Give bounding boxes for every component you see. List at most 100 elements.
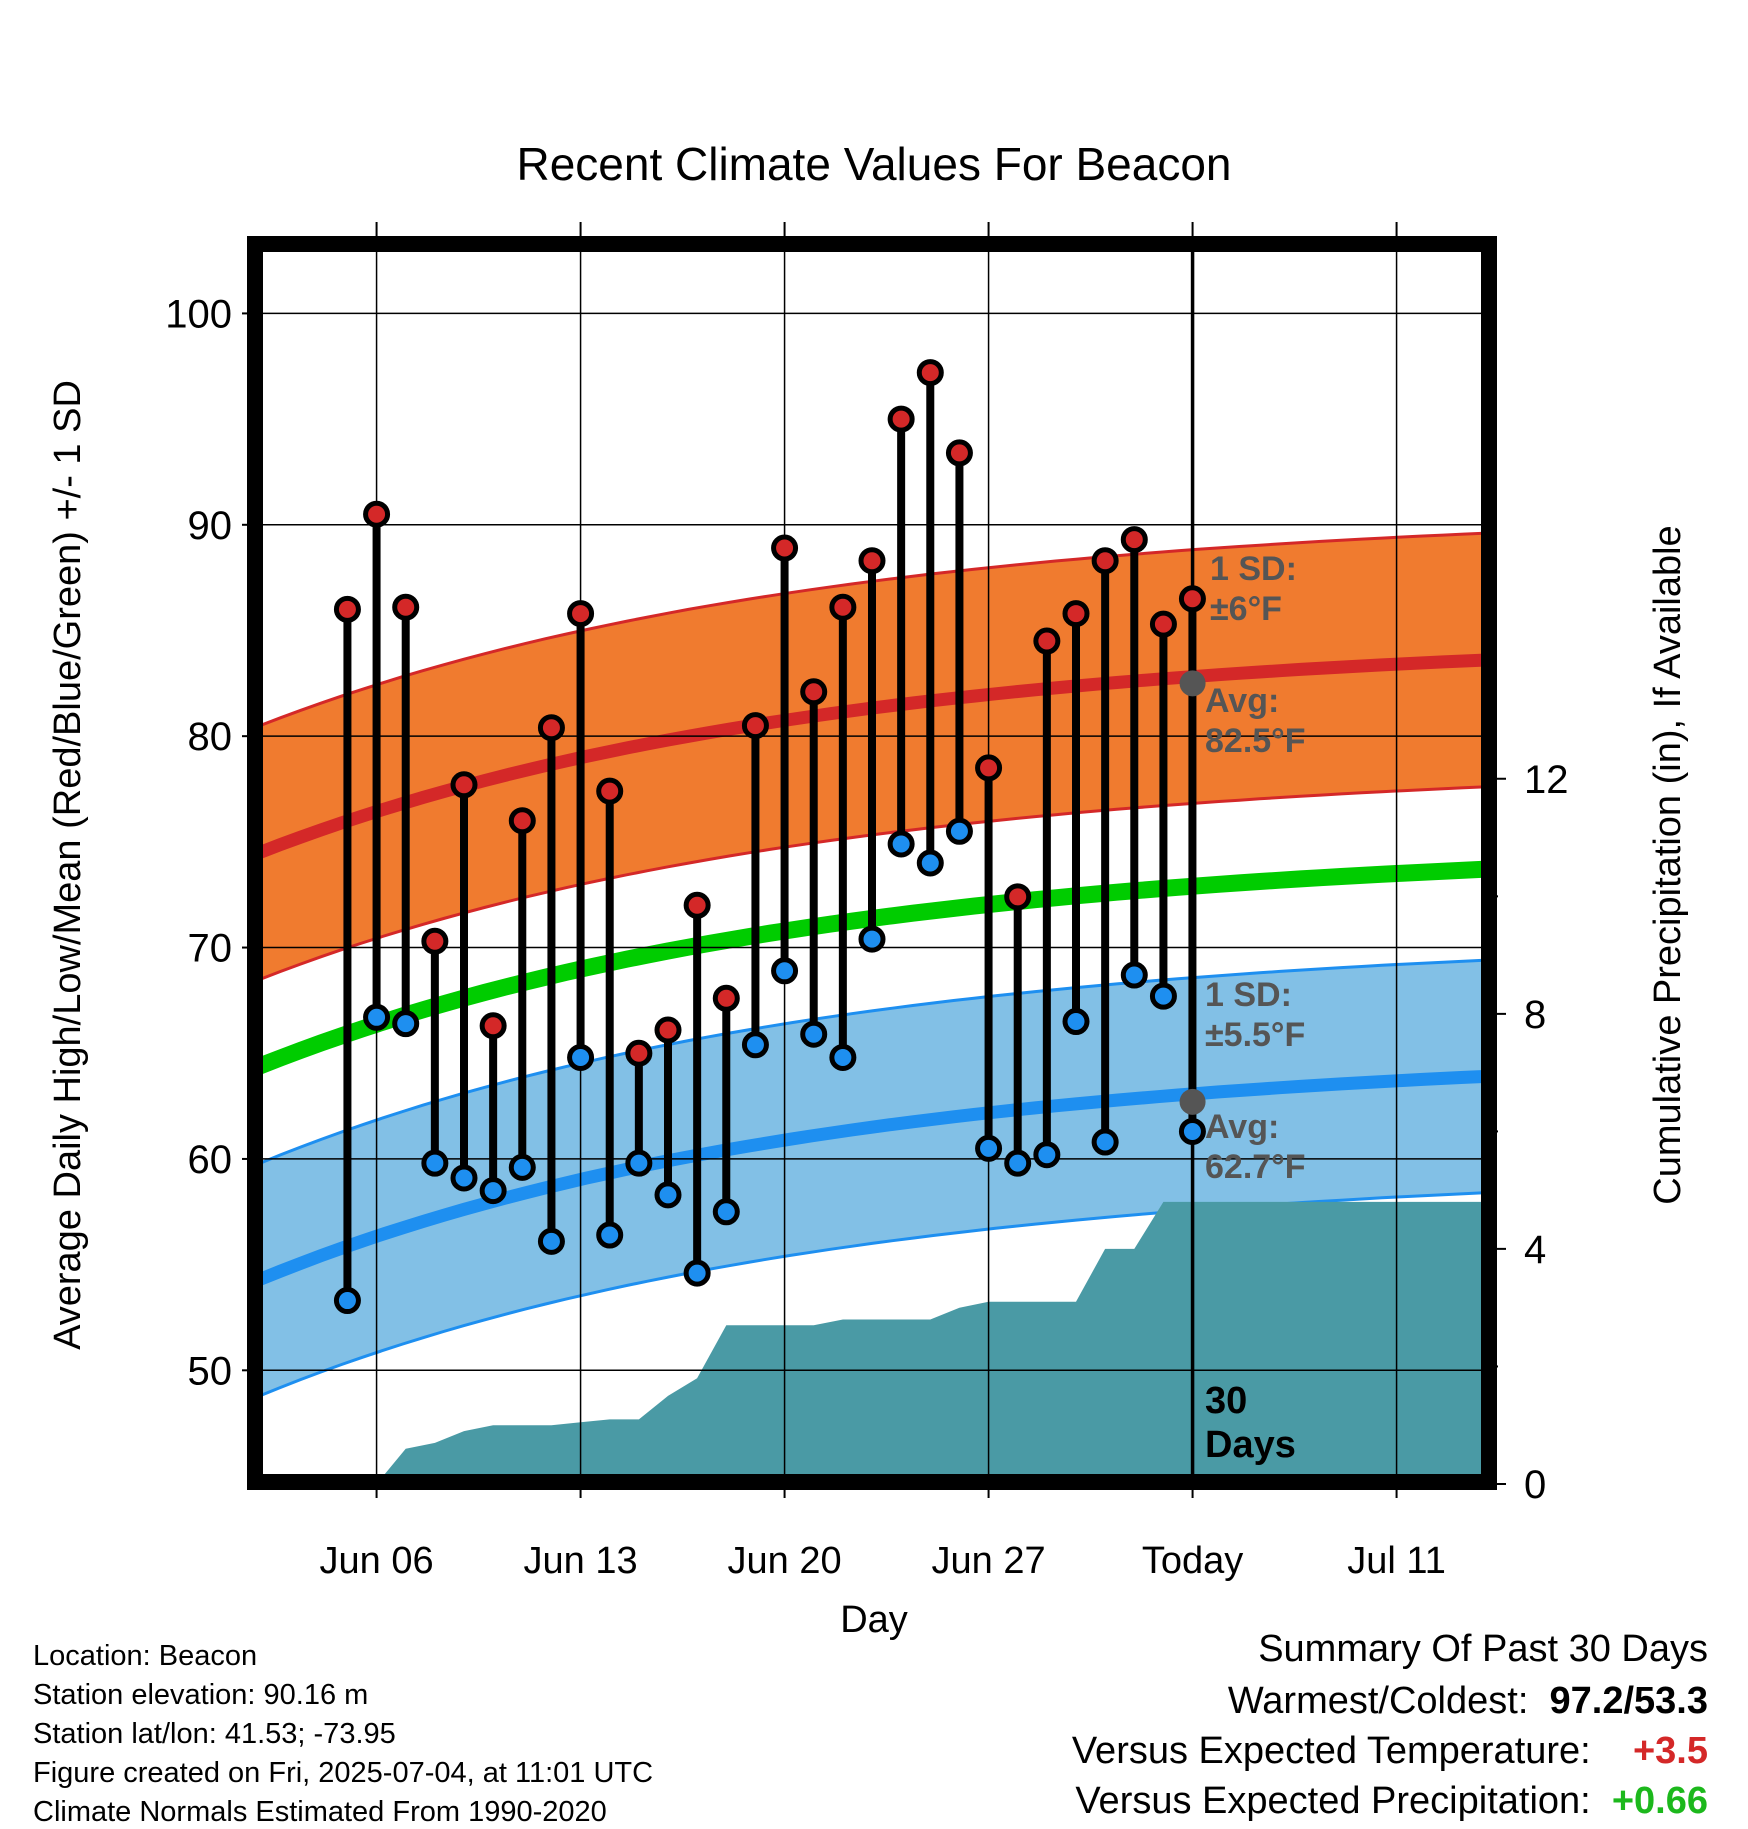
- x-tick-label: Jun 13: [524, 1540, 638, 1582]
- daily-low-point: [479, 1177, 507, 1205]
- daily-high-point: [741, 712, 769, 740]
- daily-high-point: [596, 777, 624, 805]
- daily-low-point: [771, 957, 799, 985]
- x-tick-label: Jun 06: [320, 1540, 434, 1582]
- precip-anomaly-value: +0.66: [1611, 1780, 1708, 1822]
- chart-title: Recent Climate Values For Beacon: [516, 138, 1231, 190]
- daily-low-point: [1033, 1141, 1061, 1169]
- summary-warm-cold: Warmest/Coldest: 97.2/53.3: [1228, 1680, 1708, 1723]
- low-avg-label: Avg:: [1205, 1108, 1279, 1146]
- summary-title: Summary Of Past 30 Days: [1258, 1628, 1708, 1670]
- daily-low-point: [654, 1181, 682, 1209]
- low-sd-label: 1 SD:: [1205, 976, 1292, 1014]
- daily-low-point: [829, 1043, 857, 1071]
- high-sd-value: ±6°F: [1210, 590, 1282, 628]
- daily-low-point: [887, 830, 915, 858]
- daily-low-point: [916, 849, 944, 877]
- daily-low-point: [741, 1031, 769, 1059]
- daily-high-point: [771, 534, 799, 562]
- temp-anomaly-value: +3.5: [1632, 1730, 1708, 1772]
- daily-low-point: [625, 1149, 653, 1177]
- y-tick-label: 60: [188, 1138, 233, 1182]
- window-unit: Days: [1205, 1424, 1296, 1466]
- temp-anomaly-label: Versus Expected Temperature:: [1071, 1730, 1591, 1772]
- daily-high-point: [1062, 600, 1090, 628]
- daily-high-point: [1033, 627, 1061, 655]
- daily-high-point: [654, 1016, 682, 1044]
- daily-high-point: [1149, 610, 1177, 638]
- daily-high-point: [508, 807, 536, 835]
- plot-frame: [247, 236, 1497, 1490]
- daily-high-point: [858, 547, 886, 575]
- daily-low-point: [363, 1003, 391, 1031]
- today-high-avg-marker: [1179, 670, 1206, 697]
- daily-low-point: [683, 1259, 711, 1287]
- low-avg-value: 62.7°F: [1205, 1148, 1306, 1186]
- warm-cold-value: 97.2/53.3: [1549, 1680, 1708, 1722]
- summary-precip: Versus Expected Precipitation: +0.66: [1075, 1780, 1708, 1823]
- daily-low-point: [596, 1221, 624, 1249]
- daily-high-point: [829, 593, 857, 621]
- window-count: 30: [1205, 1380, 1247, 1422]
- daily-high-point: [479, 1012, 507, 1040]
- y-tick-label: 90: [188, 504, 233, 548]
- daily-low-point: [333, 1287, 361, 1315]
- daily-high-point: [916, 359, 944, 387]
- daily-low-point: [1062, 1008, 1090, 1036]
- daily-high-point: [887, 405, 915, 433]
- daily-high-point: [683, 891, 711, 919]
- footer-created: Figure created on Fri, 2025-07-04, at 11…: [33, 1757, 654, 1789]
- normal-low-band: [260, 960, 1484, 1396]
- today-low-avg-marker: [1179, 1088, 1206, 1115]
- y-axis-label: Average Daily High/Low/Mean (Red/Blue/Gr…: [47, 380, 89, 1350]
- y-tick-label: 50: [188, 1349, 233, 1393]
- daily-high-point: [712, 984, 740, 1012]
- daily-low-point: [712, 1198, 740, 1226]
- daily-high-point: [800, 678, 828, 706]
- daily-low-point: [567, 1043, 595, 1071]
- high-sd-label: 1 SD:: [1210, 550, 1297, 588]
- summary-temp: Versus Expected Temperature: +3.5: [1072, 1730, 1708, 1773]
- y2-axis-label: Cumulative Precipitation (in), If Availa…: [1647, 525, 1689, 1204]
- y2-tick-label: 4: [1524, 1228, 1546, 1272]
- daily-high-point: [392, 593, 420, 621]
- daily-low-point: [392, 1010, 420, 1038]
- daily-high-point: [1091, 547, 1119, 575]
- daily-low-point: [450, 1164, 478, 1192]
- y-tick-label: 70: [188, 927, 233, 971]
- daily-low-point: [1149, 982, 1177, 1010]
- footer-location: Location: Beacon: [33, 1640, 258, 1672]
- low-sd-value: ±5.5°F: [1205, 1016, 1305, 1054]
- x-tick-label: Jul 11: [1347, 1540, 1446, 1582]
- y-tick-label: 80: [188, 715, 233, 759]
- daily-low-point: [945, 817, 973, 845]
- high-avg-value: 82.5°F: [1205, 722, 1306, 760]
- y2-tick-label: 12: [1524, 758, 1569, 802]
- y2-tick-label: 0: [1524, 1463, 1546, 1507]
- daily-high-point: [567, 600, 595, 628]
- daily-high-point: [945, 439, 973, 467]
- daily-high-point: [1004, 883, 1032, 911]
- daily-high-point: [421, 927, 449, 955]
- daily-low-point: [421, 1149, 449, 1177]
- y-tick-label: 100: [165, 292, 232, 336]
- y2-tick-label: 8: [1524, 993, 1546, 1037]
- daily-high-point: [625, 1039, 653, 1067]
- daily-high-point: [537, 714, 565, 742]
- daily-high-point: [450, 771, 478, 799]
- x-tick-label: Jun 27: [932, 1540, 1046, 1582]
- daily-low-point: [1120, 961, 1148, 989]
- daily-low-point: [1004, 1149, 1032, 1177]
- daily-bars: [333, 359, 1206, 1315]
- x-axis-label: Day: [840, 1599, 908, 1641]
- high-avg-label: Avg:: [1205, 682, 1279, 720]
- daily-high-point: [333, 595, 361, 623]
- daily-high-point: [1178, 585, 1206, 613]
- footer-normals: Climate Normals Estimated From 1990-2020: [33, 1796, 607, 1828]
- daily-low-point: [537, 1227, 565, 1255]
- daily-high-point: [975, 754, 1003, 782]
- daily-high-point: [363, 500, 391, 528]
- x-tick-label: Jun 20: [728, 1540, 842, 1582]
